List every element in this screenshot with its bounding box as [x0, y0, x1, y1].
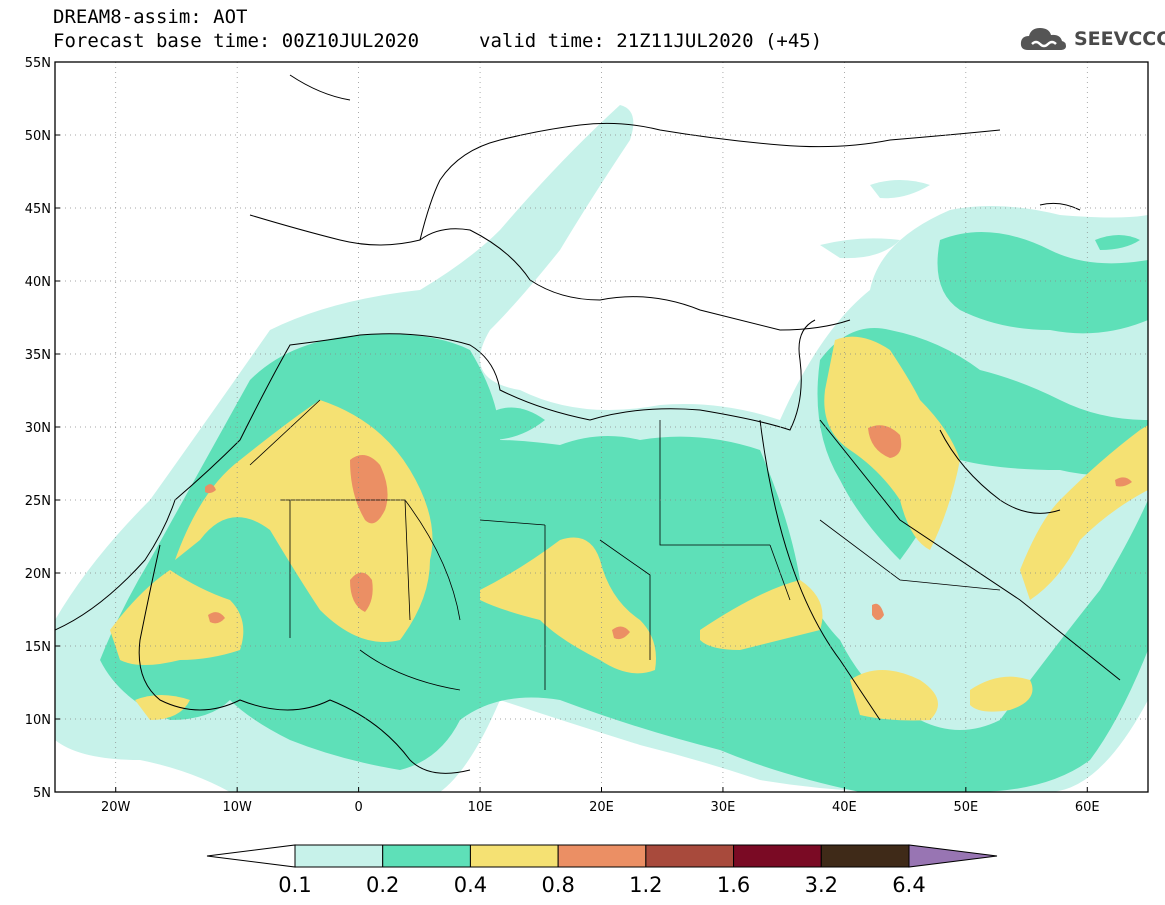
- y-tick-label: 25N: [25, 494, 51, 509]
- x-tick-label: 10E: [468, 800, 493, 815]
- colorbar-swatch: [820, 844, 910, 868]
- cloud-icon: [1020, 28, 1066, 50]
- colorbar-label: 1.6: [717, 873, 750, 897]
- x-tick-label: 30E: [711, 800, 736, 815]
- y-tick-label: 35N: [25, 348, 51, 363]
- x-tick-label: 10W: [222, 800, 252, 815]
- x-tick-label: 40E: [832, 800, 857, 815]
- x-axis: 20W 10W 0 10E 20E 30E 40E 50E 60E: [101, 787, 1100, 815]
- y-tick-label: 15N: [25, 640, 51, 655]
- x-tick-label: 20W: [101, 800, 131, 815]
- y-axis: 55N 50N 45N 40N 35N 30N 25N 20N 15N 10N 5N: [25, 56, 60, 801]
- country-borders: [249, 399, 1001, 691]
- colorbar-label: 0.1: [278, 873, 311, 897]
- colorbar-swatch: [382, 844, 471, 868]
- colorbar-label: 3.2: [805, 873, 838, 897]
- y-tick-label: 30N: [25, 421, 51, 436]
- colorbar-label: 0.4: [454, 873, 487, 897]
- x-tick-label: 50E: [953, 800, 978, 815]
- aot-band-0.8-1.2: [205, 425, 1132, 640]
- colorbar-swatch: [469, 844, 559, 868]
- y-tick-label: 20N: [25, 567, 51, 582]
- y-tick-label: 55N: [25, 56, 51, 71]
- x-tick-label: 60E: [1075, 800, 1100, 815]
- seevccc-logo: SEEVCCC: [1018, 24, 1165, 54]
- map-title: DREAM8-assim: AOT: [53, 6, 248, 28]
- y-tick-label: 45N: [25, 202, 51, 217]
- y-tick-label: 10N: [25, 713, 51, 728]
- x-tick-label: 0: [354, 800, 362, 815]
- colorbar-label: 0.2: [366, 873, 399, 897]
- colorbar-low-triangle: [206, 844, 296, 868]
- colorbar-label: 0.8: [541, 873, 574, 897]
- colorbar-label: 1.2: [629, 873, 662, 897]
- colorbar-swatch: [645, 844, 735, 868]
- y-tick-label: 50N: [25, 129, 51, 144]
- logo-text: SEEVCCC: [1074, 28, 1165, 50]
- valid-time: valid time: 21Z11JUL2020 (+45): [479, 30, 823, 52]
- colorbar-high-triangle: [908, 844, 998, 868]
- aot-field: [55, 105, 1148, 792]
- colorbar-swatch: [294, 844, 384, 868]
- x-tick-label: 20E: [589, 800, 614, 815]
- colorbar-swatch: [557, 844, 647, 868]
- forecast-base-time: Forecast base time: 00Z10JUL2020: [53, 30, 420, 52]
- colorbar-label: 6.4: [892, 873, 925, 897]
- y-tick-label: 5N: [33, 786, 51, 801]
- y-tick-label: 40N: [25, 275, 51, 290]
- colorbar-swatch: [733, 844, 822, 868]
- grid-lines: [55, 62, 1148, 792]
